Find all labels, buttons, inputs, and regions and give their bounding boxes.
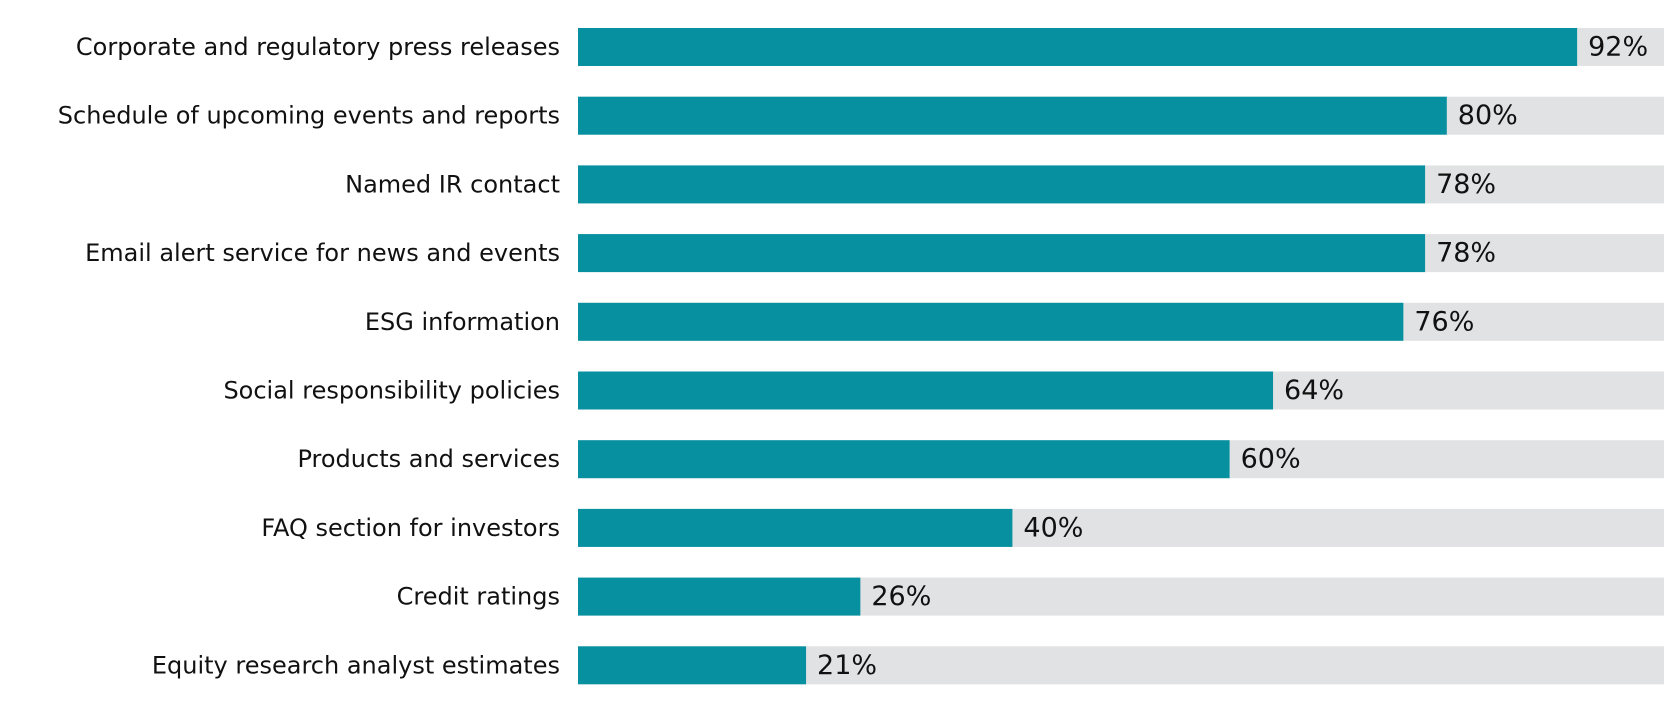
bar [578, 440, 1230, 479]
category-label: Corporate and regulatory press releases [76, 33, 560, 61]
category-label: ESG information [365, 308, 560, 336]
value-label: 76% [1414, 306, 1474, 337]
value-label: 64% [1284, 375, 1344, 406]
category-label: Email alert service for news and events [85, 239, 560, 267]
bar [578, 646, 807, 685]
value-label: 80% [1458, 100, 1518, 131]
bar [578, 302, 1404, 341]
value-label: 40% [1023, 512, 1083, 543]
category-label: Equity research analyst estimates [152, 651, 560, 679]
value-label: 78% [1436, 169, 1496, 200]
value-label: 92% [1588, 32, 1648, 63]
bar [578, 96, 1447, 135]
bar [578, 28, 1578, 66]
category-label: FAQ section for investors [261, 514, 560, 542]
bar [578, 165, 1426, 204]
category-label: Products and services [297, 445, 560, 473]
bar [578, 234, 1426, 273]
bar [578, 577, 861, 616]
category-labels: Corporate and regulatory press releases S… [58, 33, 560, 679]
value-labels: 92% 80% 78% 78% 76% 64% 60% 40% 26% 21% [817, 32, 1648, 681]
bar [578, 371, 1274, 410]
category-label: Credit ratings [397, 583, 560, 611]
value-label: 60% [1241, 444, 1301, 475]
bars [578, 28, 1578, 685]
value-label: 21% [817, 650, 877, 681]
category-label: Named IR contact [345, 170, 560, 198]
category-label: Social responsibility policies [223, 377, 560, 405]
value-label: 26% [871, 581, 931, 612]
bar [578, 508, 1013, 547]
value-label: 78% [1436, 238, 1496, 269]
category-label: Schedule of upcoming events and reports [58, 102, 560, 130]
